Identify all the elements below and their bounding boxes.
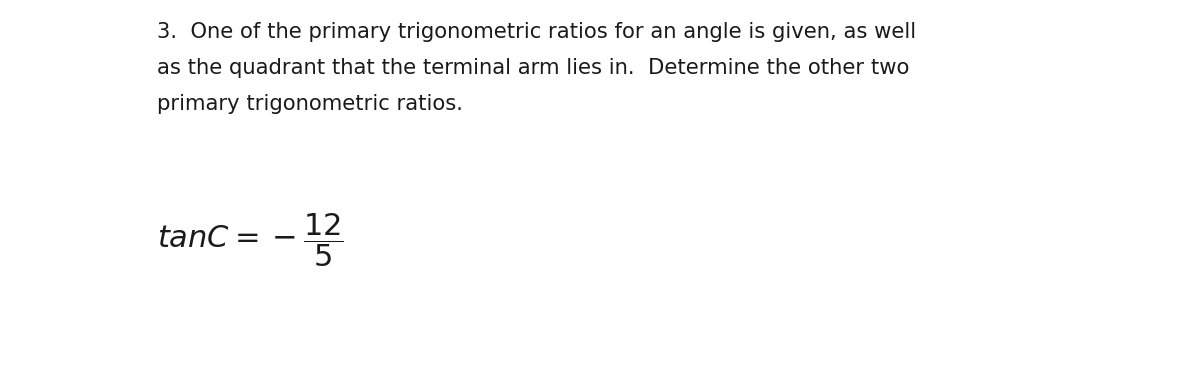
Text: as the quadrant that the terminal arm lies in.  Determine the other two: as the quadrant that the terminal arm li…	[157, 58, 910, 78]
Text: primary trigonometric ratios.: primary trigonometric ratios.	[157, 94, 463, 114]
Text: 3.  One of the primary trigonometric ratios for an angle is given, as well: 3. One of the primary trigonometric rati…	[157, 22, 916, 42]
Text: $tanC = -\dfrac{12}{5}$: $tanC = -\dfrac{12}{5}$	[157, 211, 344, 269]
